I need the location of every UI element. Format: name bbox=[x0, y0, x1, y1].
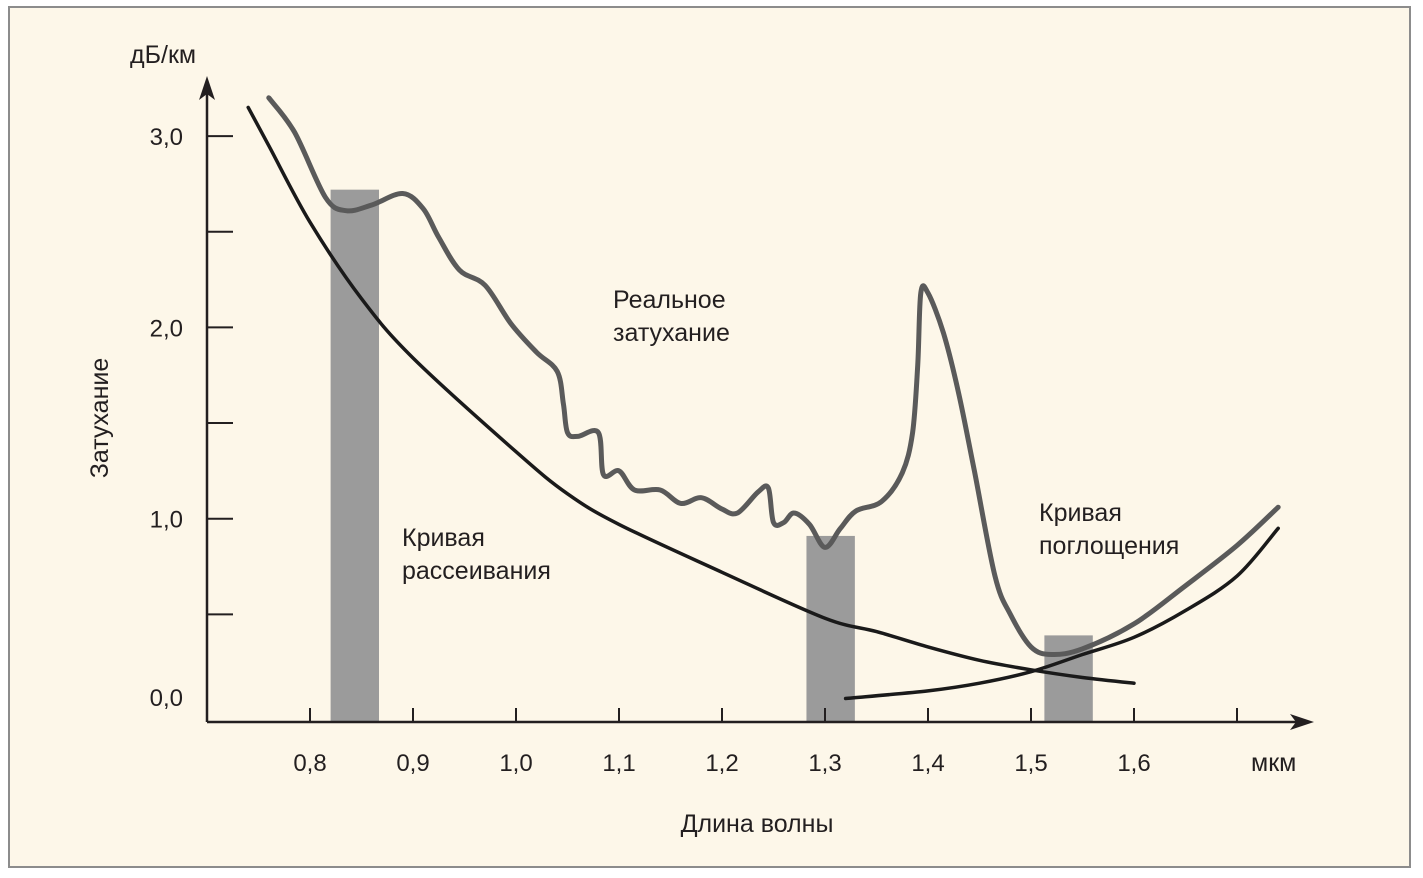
y-tick-label-2: 1,0 bbox=[150, 507, 183, 534]
y-tick-label-4: 2,0 bbox=[150, 315, 183, 342]
annotation-real-line1: Реальное bbox=[613, 286, 726, 314]
window-bar-1 bbox=[330, 189, 380, 722]
series bbox=[246, 95, 1281, 701]
x-tick-label-1: 0,9 bbox=[396, 750, 429, 777]
annotation-real-line2: затухание bbox=[613, 319, 730, 347]
annotation-scatter-line1: Кривая bbox=[402, 524, 485, 552]
x-tick-label-4: 1,2 bbox=[705, 750, 738, 777]
y-tick-label-6: 3,0 bbox=[150, 124, 183, 151]
x-tick-label-6: 1,4 bbox=[911, 750, 944, 777]
x-tick-label-5: 1,3 bbox=[808, 750, 841, 777]
annotation-absorb-line1: Кривая bbox=[1039, 499, 1122, 527]
x-axis-title: Длина волны bbox=[681, 810, 834, 838]
annotation-absorb-line2: поглощения bbox=[1039, 532, 1179, 560]
y-axis-title: Затухание bbox=[86, 358, 114, 478]
transmission-windows bbox=[330, 189, 1093, 722]
chart-frame bbox=[8, 6, 1411, 868]
x-tick-label-2: 1,0 bbox=[499, 750, 532, 777]
axes bbox=[199, 76, 1314, 730]
scattering-curve-line bbox=[246, 105, 1136, 685]
ticks: 0,8 0,9 1,0 1,1 1,2 1,3 1,4 1,5 1,6 0,0 1,0 2,0 3,0 bbox=[150, 124, 1238, 777]
window-bar-2 bbox=[806, 535, 855, 722]
y-tick-label-0: 0,0 bbox=[150, 685, 183, 712]
x-axis-arrow bbox=[1290, 714, 1314, 730]
x-tick-label-7: 1,5 bbox=[1014, 750, 1047, 777]
annotation-scatter-line2: рассеивания bbox=[402, 557, 551, 585]
real-attenuation-line bbox=[266, 95, 1281, 658]
x-tick-label-0: 0,8 bbox=[293, 750, 326, 777]
y-axis-arrow bbox=[199, 76, 215, 100]
x-tick-label-3: 1,1 bbox=[602, 750, 635, 777]
y-unit-label: дБ/км bbox=[130, 41, 196, 69]
absorption-curve-line bbox=[843, 526, 1280, 701]
x-unit-label: мкм bbox=[1251, 749, 1296, 777]
x-tick-label-8: 1,6 bbox=[1117, 750, 1150, 777]
